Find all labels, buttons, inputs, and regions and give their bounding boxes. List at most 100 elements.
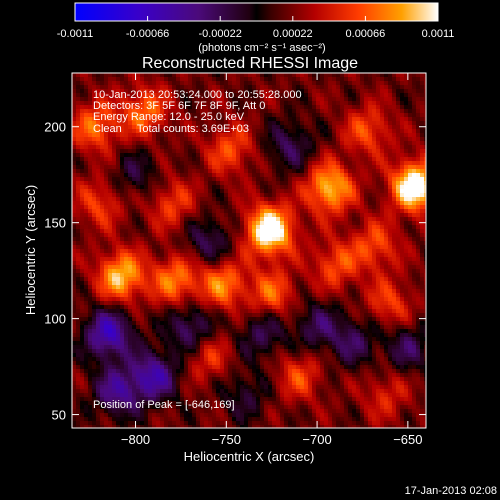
heatmap-cell: [140, 85, 144, 89]
heatmap-cell: [300, 125, 304, 129]
heatmap-cell: [304, 213, 308, 217]
heatmap-cell: [148, 185, 152, 189]
heatmap-cell: [288, 245, 292, 249]
heatmap-cell: [288, 221, 292, 225]
heatmap-cell: [144, 249, 148, 253]
heatmap-cell: [216, 129, 220, 133]
heatmap-cell: [168, 293, 172, 297]
heatmap-cell: [244, 193, 248, 197]
heatmap-cell: [316, 221, 320, 225]
heatmap-cell: [396, 169, 400, 173]
heatmap-cell: [88, 289, 92, 293]
heatmap-cell: [296, 253, 300, 257]
heatmap-cell: [316, 253, 320, 257]
heatmap-cell: [328, 73, 332, 77]
heatmap-cell: [112, 257, 116, 261]
heatmap-cell: [96, 73, 100, 77]
heatmap-cell: [344, 105, 348, 109]
heatmap-cell: [144, 289, 148, 293]
heatmap-cell: [424, 205, 426, 209]
heatmap-cell: [324, 109, 328, 113]
heatmap-cell: [180, 285, 184, 289]
heatmap-cell: [316, 125, 320, 129]
heatmap-cell: [308, 193, 312, 197]
heatmap-cell: [112, 225, 116, 229]
heatmap-cell: [332, 241, 336, 245]
heatmap-cell: [236, 81, 240, 85]
heatmap-cell: [320, 289, 324, 293]
heatmap-cell: [112, 217, 116, 221]
heatmap-cell: [116, 213, 120, 217]
heatmap-cell: [324, 189, 328, 193]
heatmap-cell: [176, 137, 180, 141]
heatmap-cell: [164, 89, 168, 93]
heatmap-cell: [192, 133, 196, 137]
heatmap-cell: [220, 101, 224, 105]
heatmap-cell: [112, 261, 116, 265]
heatmap-cell: [260, 205, 264, 209]
heatmap-cell: [396, 173, 400, 177]
heatmap-cell: [400, 117, 404, 121]
heatmap-cell: [360, 157, 364, 161]
heatmap-cell: [92, 77, 96, 81]
heatmap-cell: [228, 181, 232, 185]
heatmap-cell: [152, 257, 156, 261]
heatmap-cell: [212, 93, 216, 97]
heatmap-cell: [396, 229, 400, 233]
heatmap-cell: [388, 257, 392, 261]
heatmap-cell: [96, 77, 100, 81]
heatmap-cell: [400, 229, 404, 233]
heatmap-cell: [284, 121, 288, 125]
heatmap-cell: [424, 245, 426, 249]
heatmap-cell: [112, 289, 116, 293]
heatmap-cell: [92, 81, 96, 85]
heatmap-cell: [352, 261, 356, 265]
heatmap-cell: [384, 221, 388, 225]
heatmap-cell: [144, 149, 148, 153]
heatmap-cell: [124, 221, 128, 225]
heatmap-cell: [120, 249, 124, 253]
heatmap-cell: [104, 285, 108, 289]
heatmap-cell: [344, 165, 348, 169]
heatmap-cell: [312, 97, 316, 101]
heatmap-cell: [416, 157, 420, 161]
heatmap-cell: [192, 293, 196, 297]
heatmap-cell: [100, 285, 104, 289]
heatmap-cell: [144, 233, 148, 237]
heatmap-cell: [112, 253, 116, 257]
heatmap-cell: [96, 229, 100, 233]
heatmap-cell: [304, 253, 308, 257]
heatmap-cell: [312, 249, 316, 253]
heatmap-cell: [260, 137, 264, 141]
heatmap-cell: [316, 109, 320, 113]
heatmap-cell: [76, 149, 80, 153]
heatmap-cell: [136, 101, 140, 105]
heatmap-cell: [212, 209, 216, 213]
heatmap-cell: [236, 161, 240, 165]
heatmap-cell: [372, 73, 376, 77]
heatmap-cell: [416, 81, 420, 85]
heatmap-cell: [108, 225, 112, 229]
heatmap-cell: [348, 97, 352, 101]
heatmap-cell: [140, 81, 144, 85]
heatmap-cell: [84, 169, 88, 173]
heatmap-cell: [220, 253, 224, 257]
heatmap-cell: [368, 125, 372, 129]
heatmap-cell: [176, 265, 180, 269]
heatmap-cell: [384, 293, 388, 297]
heatmap-cell: [312, 73, 316, 77]
heatmap-cell: [92, 269, 96, 273]
heatmap-cell: [92, 213, 96, 217]
heatmap-cell: [236, 249, 240, 253]
heatmap-cell: [124, 213, 128, 217]
heatmap-cell: [416, 281, 420, 285]
heatmap-cell: [196, 281, 200, 285]
heatmap-cell: [224, 173, 228, 177]
heatmap-cell: [104, 213, 108, 217]
heatmap-cell: [204, 129, 208, 133]
heatmap-cell: [404, 81, 408, 85]
heatmap-cell: [124, 285, 128, 289]
heatmap-cell: [108, 241, 112, 245]
heatmap-cell: [320, 285, 324, 289]
heatmap-cell: [388, 189, 392, 193]
